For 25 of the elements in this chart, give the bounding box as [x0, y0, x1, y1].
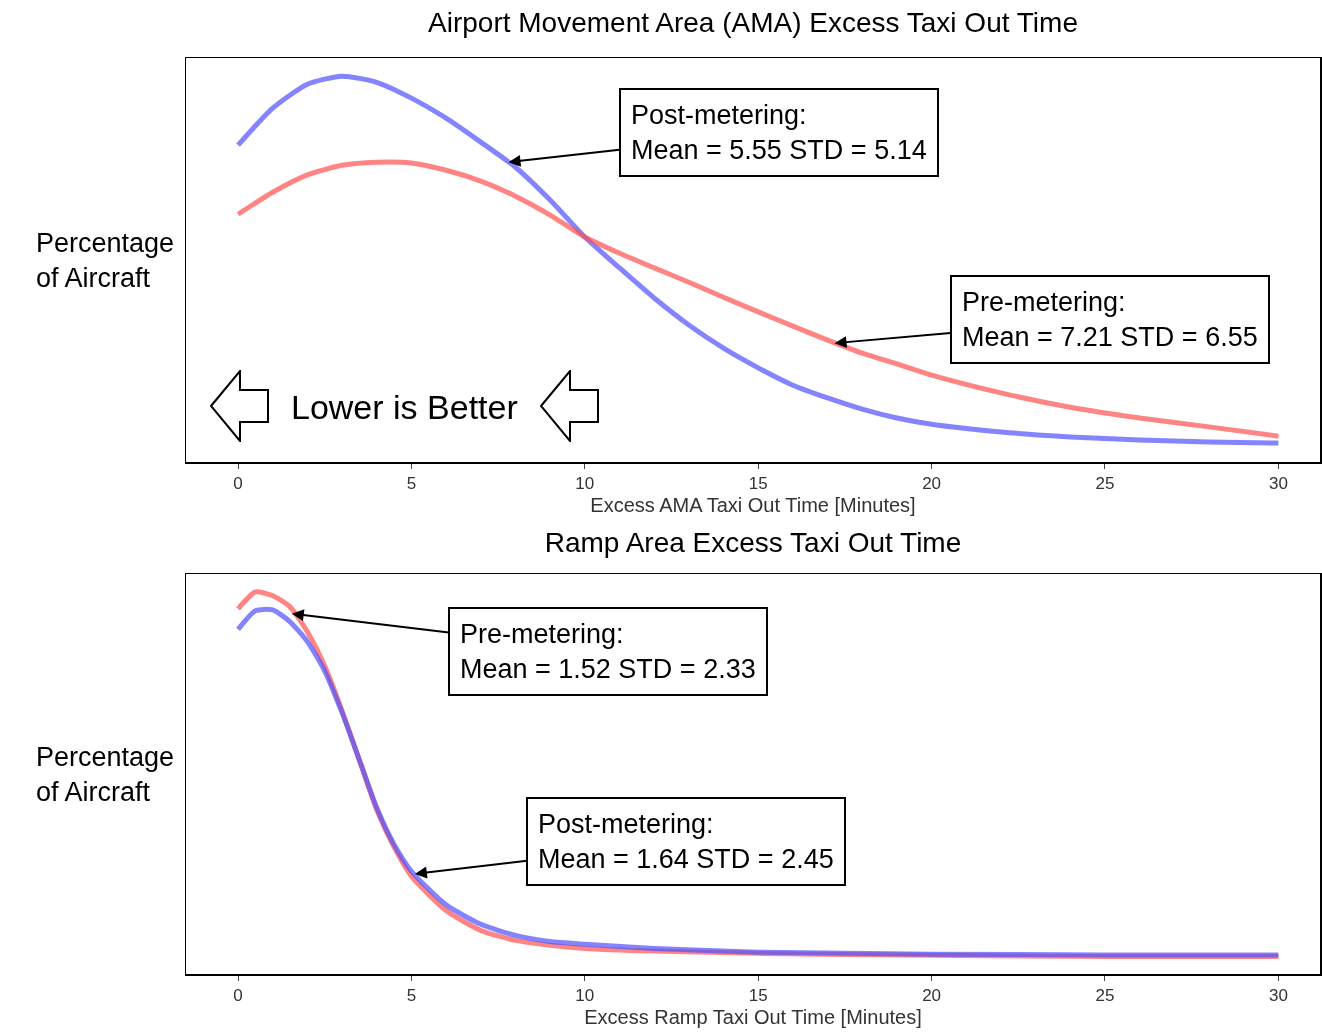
x-tick-label: 0: [233, 985, 243, 1005]
x-tick-label: 10: [575, 473, 595, 493]
y-axis-title: Percentage of Aircraft: [36, 742, 175, 808]
x-tick-label: 30: [1268, 985, 1288, 1005]
x-tick-label: 25: [1095, 473, 1115, 493]
annotation: Post-metering: Mean = 5.55 STD = 5.14: [631, 100, 927, 166]
x-tick-label: 10: [575, 985, 595, 1005]
x-tick-label: 20: [922, 473, 942, 493]
x-tick-label: 20: [922, 985, 942, 1005]
x-tick-label: 15: [748, 985, 768, 1005]
annotation: Post-metering: Mean = 1.64 STD = 2.45: [538, 809, 834, 875]
x-tick-label: 30: [1268, 473, 1288, 493]
x-axis-title: Excess Ramp Taxi Out Time [Minutes]: [584, 1006, 922, 1029]
chart-title: Airport Movement Area (AMA) Excess Taxi Out Time: [428, 6, 1078, 38]
x-tick-label: 5: [406, 473, 417, 493]
annotation: Pre-metering: Mean = 1.52 STD = 2.33: [460, 619, 756, 685]
x-tick-label: 5: [406, 985, 417, 1005]
annotation: Pre-metering: Mean = 7.21 STD = 6.55: [962, 287, 1258, 353]
x-axis-title: Excess AMA Taxi Out Time [Minutes]: [590, 494, 916, 517]
annotation: Lower is Better: [291, 388, 518, 426]
x-tick-label: 15: [748, 473, 768, 493]
chart-title: Ramp Area Excess Taxi Out Time: [544, 526, 962, 558]
x-tick-label: 0: [233, 473, 243, 493]
y-axis-title: Percentage of Aircraft: [36, 228, 175, 294]
x-tick-label: 25: [1095, 985, 1115, 1005]
